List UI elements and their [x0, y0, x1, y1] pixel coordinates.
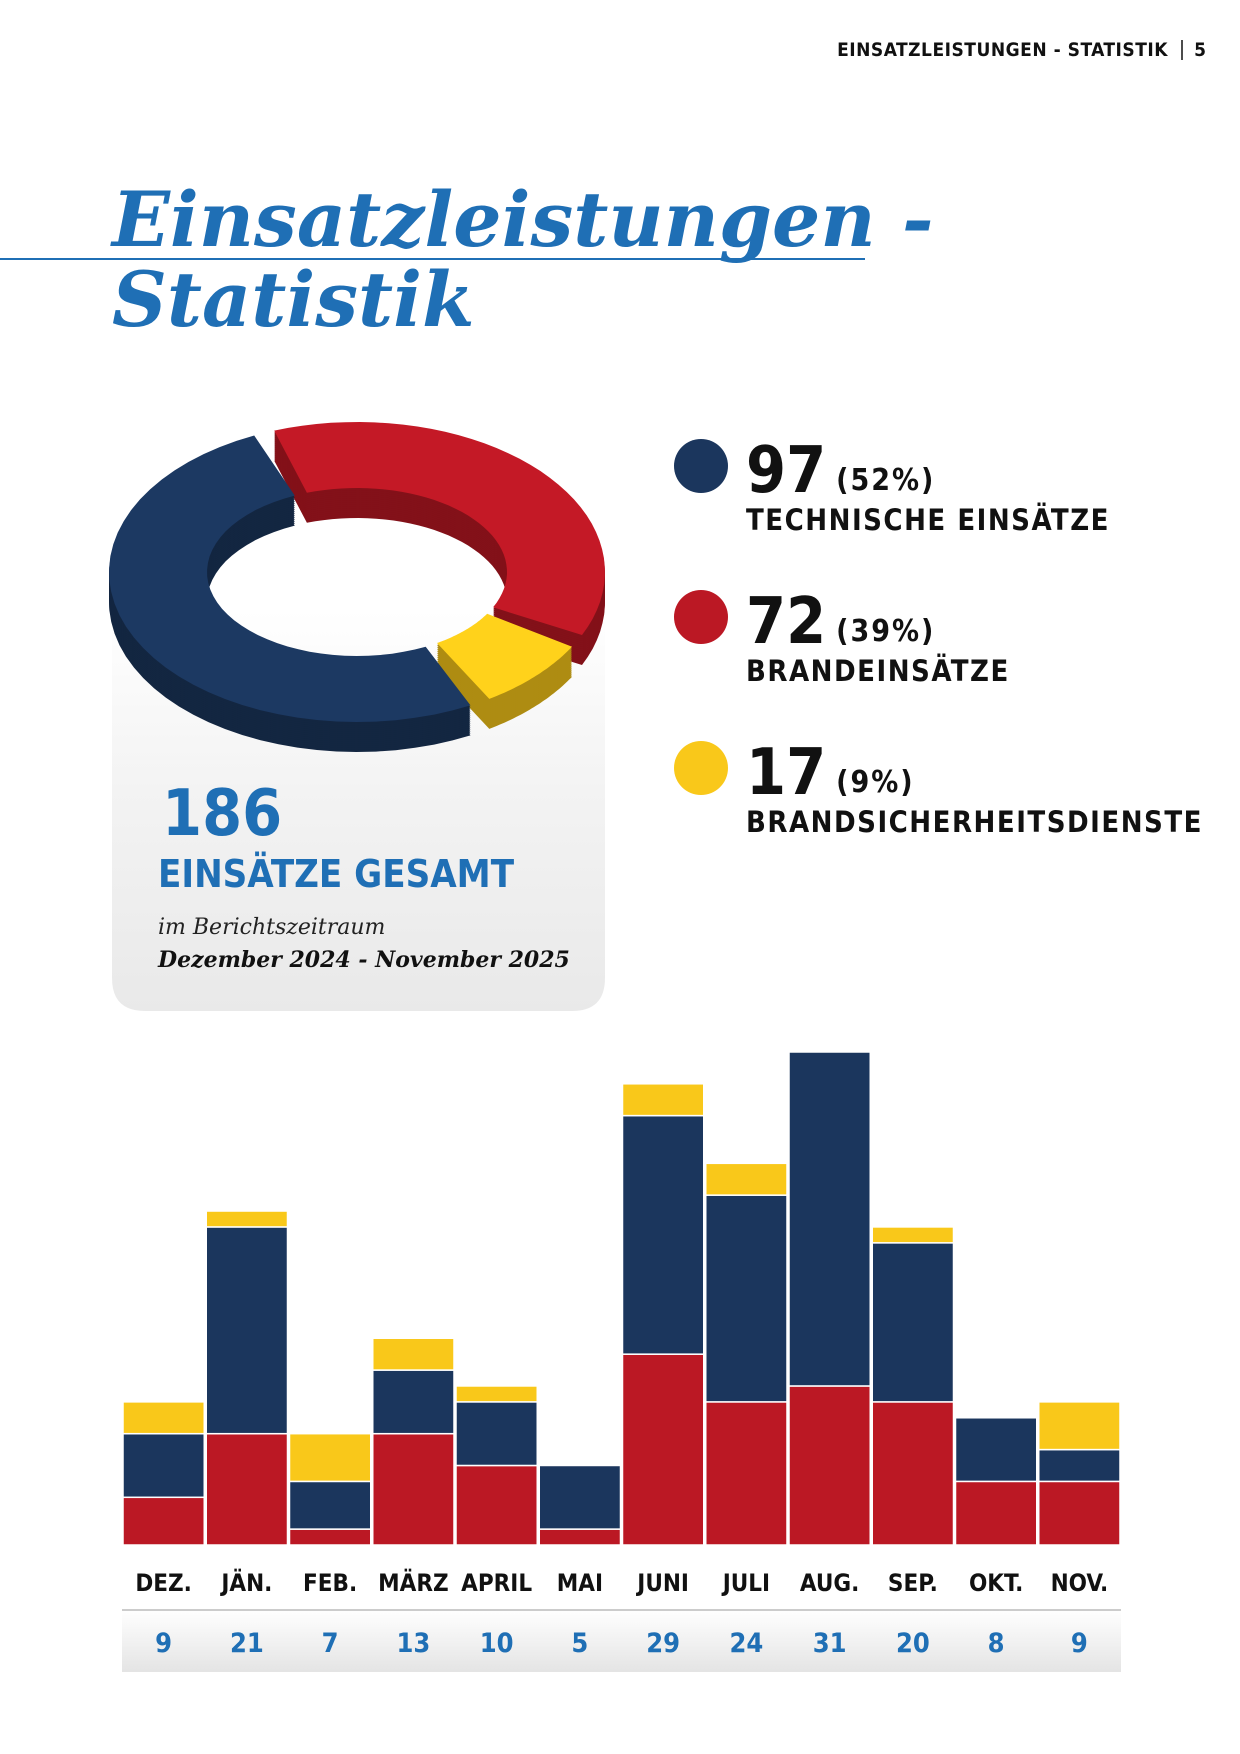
total-value: 13 — [396, 1628, 430, 1659]
bar-segment — [205, 1432, 289, 1546]
x-tick-label: MÄRZ — [378, 1568, 449, 1597]
legend-percent: (39%) — [836, 614, 935, 649]
bar-segment — [372, 1369, 455, 1435]
x-tick-label: JÄN. — [219, 1568, 272, 1597]
bar-segment — [705, 1401, 788, 1546]
bar-segment — [871, 1401, 955, 1546]
bar-segment — [538, 1528, 622, 1546]
x-tick-label: AUG. — [800, 1569, 859, 1597]
donut-slice — [274, 422, 605, 635]
x-tick-label: NOV. — [1051, 1569, 1109, 1597]
legend-label: BRANDEINSÄTZE — [746, 654, 1010, 688]
x-tick-label: SEP. — [888, 1569, 938, 1597]
bar-segment — [122, 1432, 205, 1499]
total-value: 9 — [155, 1628, 172, 1659]
bar-segment — [372, 1432, 455, 1546]
bar-segment — [705, 1194, 788, 1403]
donut-slice — [437, 613, 573, 699]
total-value: 5 — [571, 1628, 588, 1659]
bar-segment — [705, 1162, 788, 1196]
x-tick-label: DEZ. — [135, 1569, 192, 1597]
total-value: 29 — [646, 1628, 680, 1659]
bar-segment — [288, 1432, 372, 1483]
total-value: 21 — [230, 1628, 264, 1659]
x-tick-label: FEB. — [303, 1569, 357, 1597]
bar-segment — [621, 1114, 705, 1355]
bar-segment — [455, 1464, 538, 1546]
total-value: 9 — [1071, 1628, 1088, 1659]
legend-percent: (52%) — [836, 463, 935, 498]
x-tick-label: APRIL — [461, 1569, 532, 1597]
total-value: 31 — [813, 1628, 847, 1659]
x-tick-label: MAI — [557, 1569, 603, 1597]
totals-row — [122, 1610, 1121, 1672]
title-line: Statistik — [112, 255, 475, 344]
legend-label: TECHNISCHE EINSÄTZE — [746, 503, 1110, 537]
total-value: 8 — [988, 1628, 1005, 1659]
bar-chart: DEZ. JÄN. FEB. MÄRZ APRIL MAI JUNI JULI AUG. SEP.… — [122, 1051, 1121, 1672]
bar-segment — [954, 1417, 1038, 1483]
summary-period: Dezember 2024 - November 2025 — [157, 947, 570, 973]
total-value: 20 — [896, 1628, 930, 1659]
summary-total-label: EINSÄTZE GESAMT — [158, 852, 515, 896]
bar-segment — [122, 1496, 205, 1546]
summary-period-intro: im Berichtszeitraum — [158, 915, 385, 940]
bar-segment — [455, 1385, 538, 1403]
legend-value: 17 — [746, 736, 826, 810]
x-tick-label: OKT. — [969, 1569, 1023, 1597]
bar-segment — [205, 1226, 289, 1435]
legend-value: 72 — [746, 585, 826, 659]
x-tick-label: JULI — [721, 1569, 770, 1597]
donut-legend: 97 (52%) TECHNISCHE EINSÄTZE 72 (39%) BRANDEI… — [674, 434, 1203, 839]
x-tick-label: JUNI — [635, 1569, 689, 1597]
bar-segment — [621, 1353, 705, 1546]
total-value: 7 — [322, 1628, 339, 1659]
total-value: 24 — [729, 1628, 763, 1659]
donut-chart — [109, 422, 605, 752]
legend-label: BRANDSICHERHEITSDIENSTE — [746, 805, 1203, 839]
bar-segment — [372, 1337, 455, 1371]
title-line: Einsatzleistungen - — [110, 175, 934, 264]
bar-segment — [871, 1226, 955, 1244]
bar-segment — [288, 1528, 372, 1546]
legend-swatch — [674, 741, 728, 795]
bar-segment — [1038, 1401, 1121, 1451]
bar-segment — [788, 1051, 871, 1387]
bar-segment — [871, 1242, 955, 1403]
bar-segment — [788, 1385, 871, 1546]
header-section: EINSATZLEISTUNGEN - STATISTIK — [837, 39, 1168, 61]
bar-segment — [205, 1210, 289, 1228]
summary-total: 186 — [162, 777, 282, 851]
legend-percent: (9%) — [836, 765, 915, 800]
bar-segment — [621, 1083, 705, 1117]
bar-segment — [455, 1401, 538, 1467]
header-page: 5 — [1194, 39, 1206, 61]
bar-segment — [538, 1464, 622, 1530]
bar-segment — [954, 1480, 1038, 1546]
bar-segment — [1038, 1480, 1121, 1546]
legend-value: 97 — [746, 434, 826, 508]
bar-segment — [1038, 1448, 1121, 1483]
bar-segment — [288, 1480, 372, 1530]
donut-slice — [109, 435, 471, 722]
legend-swatch — [674, 590, 728, 644]
total-value: 10 — [480, 1628, 514, 1659]
legend-swatch — [674, 439, 728, 493]
bar-segment — [122, 1401, 205, 1435]
